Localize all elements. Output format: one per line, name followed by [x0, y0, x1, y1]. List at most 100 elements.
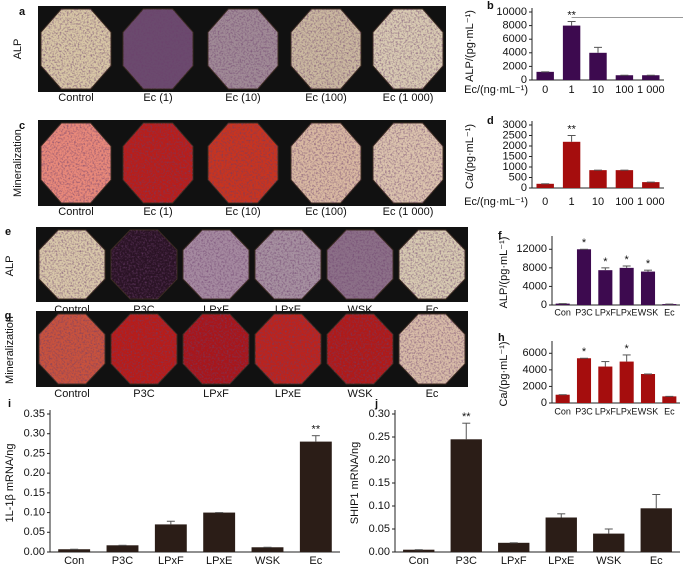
well-texture — [123, 123, 193, 203]
bar — [562, 25, 581, 81]
bar — [615, 75, 634, 80]
well-texture — [291, 9, 361, 89]
significance-mark: ** — [462, 411, 471, 423]
panel-letter: b — [487, 0, 494, 12]
photo-caption: Ec (1) — [143, 92, 172, 104]
panel-letter: f — [498, 230, 502, 242]
panel-letter: e — [5, 226, 11, 238]
x-axis-label: Ec/(ng·mL⁻¹) — [464, 84, 528, 96]
y-tick-label: 4000 — [523, 364, 547, 376]
photo-caption: Ec (1 000) — [383, 206, 434, 218]
panel-letter: d — [487, 115, 494, 127]
photo-caption: Ec (1 000) — [383, 92, 434, 104]
x-tick-label: P3C — [575, 406, 593, 416]
well-texture — [39, 230, 105, 299]
photo-caption: Control — [58, 206, 93, 218]
y-tick-label: 0 — [541, 299, 547, 311]
well-texture — [399, 314, 465, 384]
well-texture — [373, 123, 443, 203]
y-tick-label: 2500 — [503, 129, 527, 141]
bar — [498, 542, 530, 552]
x-tick-label: Ec — [650, 555, 663, 567]
photo-caption: Ec (10) — [225, 92, 260, 104]
photo-caption: LPxF — [203, 388, 229, 400]
y-tick-label: 0.30 — [369, 408, 390, 420]
x-tick-label: Con — [64, 555, 84, 567]
y-tick-label: 2000 — [503, 140, 527, 152]
y-tick-label: 12000 — [516, 243, 547, 255]
bar — [403, 549, 435, 552]
panel-letter: c — [19, 120, 25, 132]
x-tick-label: Con — [554, 406, 571, 416]
bar — [154, 524, 187, 552]
y-tick-label: 0.25 — [24, 447, 45, 459]
bar — [589, 170, 607, 188]
x-tick-label: P3C — [575, 307, 593, 317]
x-tick-label: Ec — [664, 307, 675, 317]
x-tick-label: WSK — [596, 555, 622, 567]
well-texture — [255, 230, 321, 299]
x-tick-label: WSK — [638, 406, 659, 416]
well-texture — [208, 9, 278, 89]
x-tick-label: 1 000 — [637, 196, 665, 208]
photo-caption: LPxE — [275, 388, 301, 400]
bar — [598, 270, 613, 305]
x-tick-label: 100 — [615, 84, 633, 96]
well-texture — [111, 314, 177, 384]
y-tick-label: 0 — [521, 182, 527, 194]
y-tick-label: 0.20 — [24, 467, 45, 479]
photo-caption: Ec (10) — [225, 206, 260, 218]
well-texture — [255, 314, 321, 384]
panel-letter: i — [8, 398, 11, 410]
bar — [640, 374, 656, 403]
x-tick-label: LPxF — [595, 307, 617, 317]
x-tick-label: 1 — [569, 84, 575, 96]
y-tick-label: 500 — [509, 171, 527, 183]
well-texture — [399, 230, 465, 299]
y-tick-label: 0.20 — [369, 454, 390, 466]
photo-caption: Ec (100) — [305, 206, 347, 218]
x-tick-label: LPxF — [595, 406, 617, 416]
photo-caption: Ec — [426, 388, 439, 400]
x-tick-label: 1 — [569, 196, 575, 208]
photo-strip — [36, 227, 468, 302]
well-texture — [208, 123, 278, 203]
side-label: ALP — [4, 256, 16, 277]
bar — [536, 183, 554, 188]
side-label: Mineralization — [12, 129, 24, 197]
x-tick-label: WSK — [638, 307, 659, 317]
panel-letter: a — [19, 6, 26, 18]
significance-mark: * — [646, 258, 651, 270]
x-tick-label: 10 — [592, 84, 604, 96]
bar — [106, 545, 139, 552]
x-tick-label: LPxF — [501, 555, 527, 567]
photo-caption: WSK — [347, 388, 373, 400]
photo-caption: P3C — [133, 388, 154, 400]
bar — [589, 52, 607, 80]
bar — [640, 271, 656, 305]
significance-mark: * — [625, 343, 630, 355]
x-tick-label: 0 — [542, 196, 548, 208]
photo-caption: Ec (1) — [143, 206, 172, 218]
significance-mark: * — [582, 237, 587, 249]
y-tick-label: 2000 — [503, 60, 527, 72]
photo-caption: Control — [54, 388, 89, 400]
y-tick-label: 0.05 — [369, 523, 390, 535]
x-tick-label: WSK — [255, 555, 281, 567]
well-texture — [183, 314, 249, 384]
x-tick-label: LPxE — [548, 555, 574, 567]
photo-caption: Control — [58, 92, 93, 104]
well-texture — [327, 314, 393, 384]
bar — [615, 170, 634, 188]
bar — [536, 71, 554, 80]
x-tick-label: Con — [554, 307, 571, 317]
x-tick-label: LPxE — [616, 406, 638, 416]
x-tick-label: Ec — [664, 406, 675, 416]
x-tick-label: 100 — [615, 196, 633, 208]
well-texture — [123, 9, 193, 89]
bar — [251, 547, 284, 552]
well-texture — [291, 123, 361, 203]
y-tick-label: 8000 — [523, 262, 547, 274]
bar — [593, 533, 625, 552]
